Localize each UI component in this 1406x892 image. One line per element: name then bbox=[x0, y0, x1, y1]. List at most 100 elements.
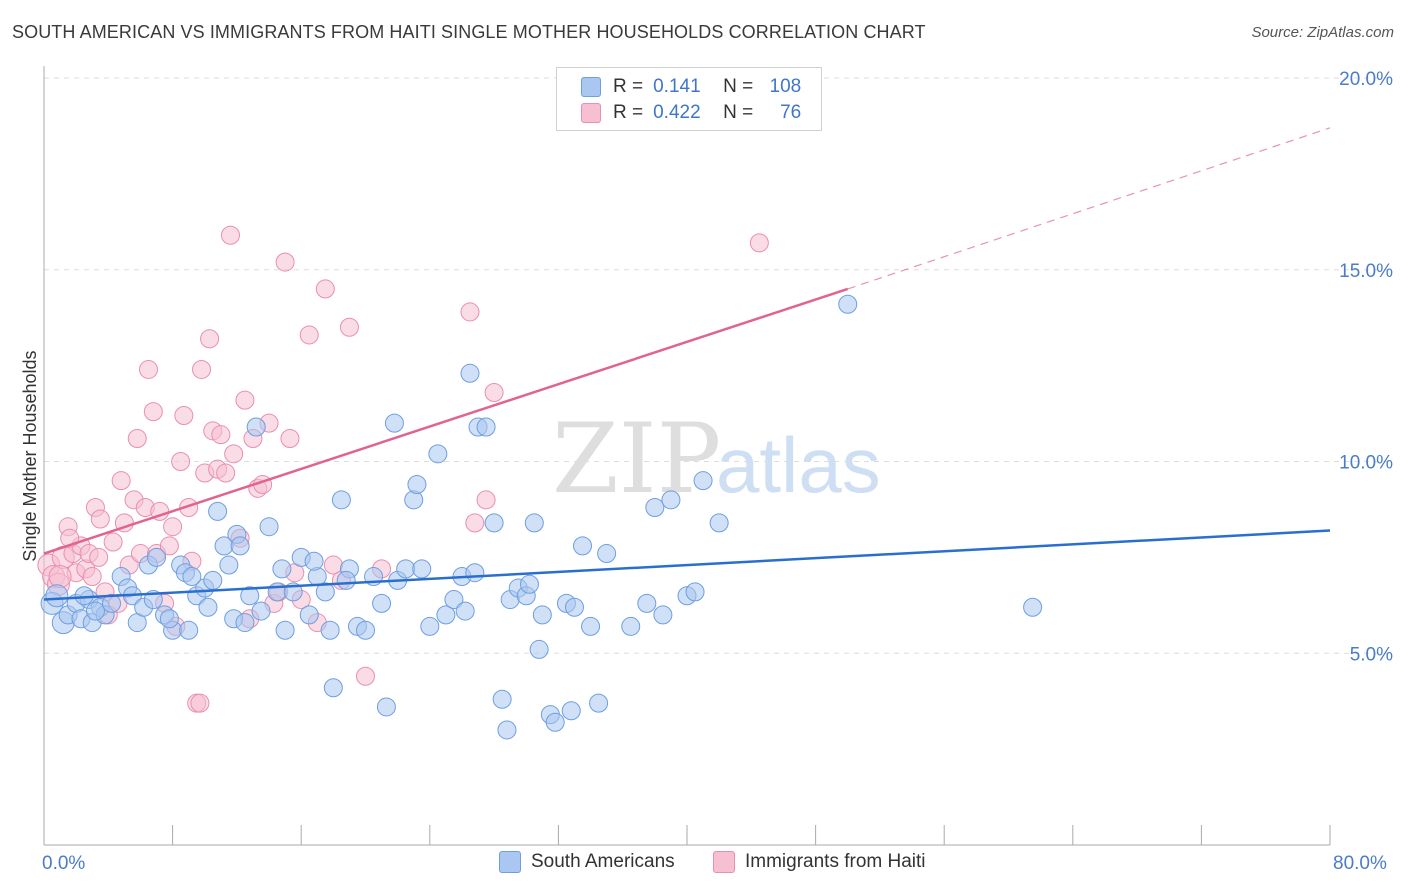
south-american-point bbox=[235, 613, 255, 633]
south-american-point bbox=[444, 590, 464, 610]
south-american-point bbox=[693, 471, 713, 491]
south-american-point bbox=[315, 582, 335, 602]
y-tick-label: 15.0% bbox=[1339, 261, 1393, 282]
haiti-point bbox=[111, 471, 131, 491]
haiti-trend-extension bbox=[847, 127, 1331, 290]
south-american-point bbox=[240, 586, 260, 606]
south-american-point bbox=[336, 570, 356, 590]
south-american-point bbox=[208, 501, 228, 521]
series-label: South Americans bbox=[531, 851, 675, 872]
south-american-point bbox=[838, 294, 858, 314]
watermark: ZIP atlas bbox=[552, 403, 881, 515]
south-american-point bbox=[524, 513, 544, 533]
south-american-point bbox=[621, 616, 641, 636]
legend-swatch-pink bbox=[581, 103, 601, 123]
haiti-point bbox=[275, 252, 295, 272]
legend-n-value: 108 bbox=[769, 76, 802, 97]
legend-row-haiti: R = 0.422 N = 76 bbox=[581, 100, 801, 126]
haiti-point bbox=[190, 693, 210, 713]
haiti-point bbox=[220, 225, 240, 245]
series-label: Immigrants from Haiti bbox=[745, 851, 926, 872]
haiti-point bbox=[460, 302, 480, 322]
south-american-point bbox=[436, 605, 456, 625]
series-legend-haiti: Immigrants from Haiti bbox=[713, 851, 926, 873]
x-tick-min: 0.0% bbox=[42, 853, 86, 874]
south-american-point bbox=[323, 678, 343, 698]
south-american-point bbox=[1023, 597, 1043, 617]
legend-n-value: 76 bbox=[780, 102, 802, 123]
haiti-point bbox=[143, 402, 163, 422]
south-american-point bbox=[246, 417, 266, 437]
haiti-point bbox=[484, 382, 504, 402]
south-american-point bbox=[320, 620, 340, 640]
south-american-point bbox=[545, 712, 565, 732]
haiti-point bbox=[476, 490, 496, 510]
south-american-point bbox=[198, 597, 218, 617]
south-american-point bbox=[356, 620, 375, 640]
y-tick-labels: 5.0% 10.0% 15.0% 20.0% bbox=[1339, 69, 1393, 665]
haiti-point bbox=[138, 359, 158, 379]
series-swatch-blue bbox=[499, 851, 521, 873]
south-american-point bbox=[102, 593, 122, 613]
south-american-point bbox=[455, 601, 475, 621]
south-american-point bbox=[532, 605, 552, 625]
south-american-point bbox=[384, 413, 404, 433]
haiti-point bbox=[103, 532, 123, 552]
haiti-point bbox=[82, 567, 102, 587]
south-american-point bbox=[219, 555, 239, 575]
series-legend-south-americans: South Americans bbox=[499, 851, 675, 873]
legend-n-label: N = bbox=[723, 102, 754, 123]
haiti-point bbox=[163, 517, 183, 537]
haiti-point bbox=[192, 359, 212, 379]
south-american-point bbox=[484, 513, 504, 533]
south-american-point bbox=[74, 586, 94, 606]
axes bbox=[43, 66, 1331, 846]
chart-title: SOUTH AMERICAN VS IMMIGRANTS FROM HAITI … bbox=[12, 22, 926, 42]
haiti-point bbox=[749, 233, 769, 253]
south-american-point bbox=[299, 605, 319, 625]
y-tick-label: 20.0% bbox=[1339, 69, 1393, 90]
y-axis-label: Single Mother Households bbox=[20, 350, 40, 561]
south-american-point bbox=[396, 559, 416, 579]
south-american-point bbox=[372, 593, 392, 613]
haiti-point bbox=[174, 405, 194, 425]
haiti-point bbox=[299, 325, 319, 345]
series-legend: South Americans Immigrants from Haiti bbox=[0, 851, 1406, 879]
haiti-point bbox=[339, 317, 359, 337]
south-american-point bbox=[147, 547, 167, 567]
south-american-point bbox=[428, 444, 448, 464]
south-american-point bbox=[182, 567, 202, 587]
south-american-point bbox=[407, 475, 427, 495]
watermark-zip: ZIP bbox=[552, 403, 721, 515]
series-swatch-pink bbox=[713, 851, 735, 873]
haiti-point bbox=[224, 444, 244, 464]
south-american-point bbox=[203, 570, 223, 590]
legend-n-label: N = bbox=[723, 76, 754, 97]
south-american-point bbox=[465, 563, 485, 583]
watermark-atlas: atlas bbox=[716, 421, 881, 509]
haiti-points bbox=[37, 225, 769, 713]
haiti-point bbox=[171, 452, 191, 471]
haiti-point bbox=[48, 565, 72, 589]
haiti-point bbox=[280, 428, 300, 448]
haiti-point bbox=[465, 513, 485, 533]
legend-swatch-blue bbox=[581, 77, 601, 97]
south-american-point bbox=[519, 574, 539, 594]
south-american-point bbox=[251, 601, 271, 621]
haiti-point bbox=[356, 666, 375, 686]
south-american-point bbox=[573, 536, 593, 556]
south-american-point bbox=[564, 597, 584, 617]
south-american-point bbox=[581, 616, 601, 636]
south-american-point bbox=[637, 593, 657, 613]
x-tick-max: 80.0% bbox=[1333, 853, 1387, 874]
y-tick-label: 10.0% bbox=[1339, 453, 1393, 474]
south-american-point bbox=[45, 584, 69, 608]
legend-r-value: 0.422 bbox=[653, 102, 701, 123]
haiti-point bbox=[235, 390, 255, 410]
south-american-point bbox=[85, 601, 105, 621]
correlation-legend: R = 0.141 N = 108 R = 0.422 N = 76 bbox=[556, 67, 822, 131]
legend-r-label: R = bbox=[613, 102, 644, 123]
haiti-point bbox=[159, 536, 179, 556]
grid-lines bbox=[44, 77, 1392, 654]
